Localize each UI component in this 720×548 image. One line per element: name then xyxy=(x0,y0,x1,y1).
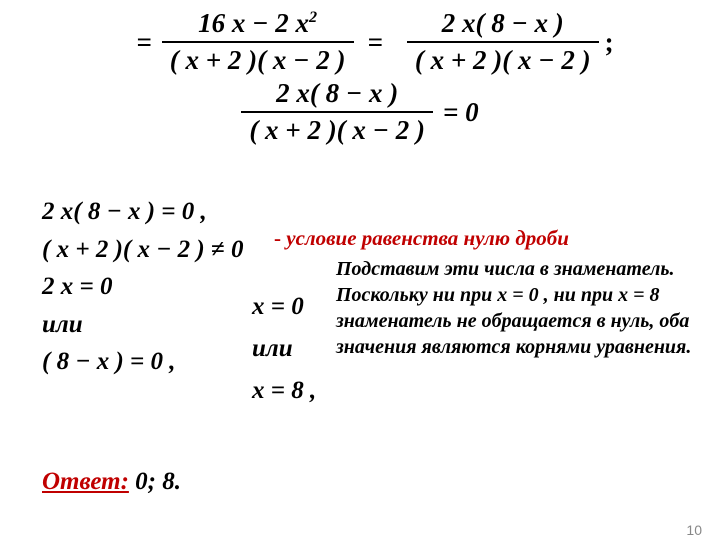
condition-text: условие равенства нулю дроби xyxy=(286,226,569,250)
eq2-num: 2 x( 8 − x ) xyxy=(268,78,406,111)
eq1-den1: ( x + 2 )( x − 2 ) xyxy=(162,41,354,76)
eq1-num2: 2 x( 8 − x ) xyxy=(434,8,572,41)
answer-label: Ответ: xyxy=(42,468,129,495)
cond-line-3: 2 x = 0 xyxy=(42,268,243,306)
answer-value: 0; 8. xyxy=(129,468,181,495)
mid-line-1: x = 0 xyxy=(252,286,316,328)
eq1-frac1: 16 x − 2 x2 ( x + 2 )( x − 2 ) xyxy=(162,8,354,76)
eq1-trail: ; xyxy=(605,27,614,58)
condition-note: - условие равенства нулю дроби xyxy=(274,226,569,251)
explanation: Подставим эти числа в знаменатель. Поско… xyxy=(336,256,694,360)
cond-line-2: ( x + 2 )( x − 2 ) ≠ 0 xyxy=(42,231,243,269)
answer-line: Ответ: 0; 8. xyxy=(42,468,181,496)
eq1-mid: = xyxy=(368,27,383,58)
eq2-rhs: = 0 xyxy=(443,97,479,128)
page-number: 10 xyxy=(686,522,702,538)
cond-line-4: или xyxy=(42,306,243,344)
eq1-den2: ( x + 2 )( x − 2 ) xyxy=(407,41,599,76)
conditions-mid: x = 0 или x = 8 , xyxy=(252,286,316,412)
equation-row-1: = 16 x − 2 x2 ( x + 2 )( x − 2 ) = 2 x( … xyxy=(0,8,720,76)
eq1-lead: = xyxy=(136,27,151,58)
eq2-den: ( x + 2 )( x − 2 ) xyxy=(241,111,433,146)
conditions-left: 2 x( 8 − x ) = 0 , ( x + 2 )( x − 2 ) ≠ … xyxy=(42,193,243,381)
dash: - xyxy=(274,226,286,250)
cond-line-5: ( 8 − x ) = 0 , xyxy=(42,343,243,381)
cond-line-1: 2 x( 8 − x ) = 0 , xyxy=(42,193,243,231)
mid-line-3: x = 8 , xyxy=(252,370,316,412)
eq1-frac2: 2 x( 8 − x ) ( x + 2 )( x − 2 ) xyxy=(407,8,599,76)
eq2-frac: 2 x( 8 − x ) ( x + 2 )( x − 2 ) xyxy=(241,78,433,146)
eq1-num1: 16 x − 2 x2 xyxy=(190,8,325,41)
mid-line-2: или xyxy=(252,328,316,370)
equation-row-2: 2 x( 8 − x ) ( x + 2 )( x − 2 ) = 0 xyxy=(0,78,720,146)
